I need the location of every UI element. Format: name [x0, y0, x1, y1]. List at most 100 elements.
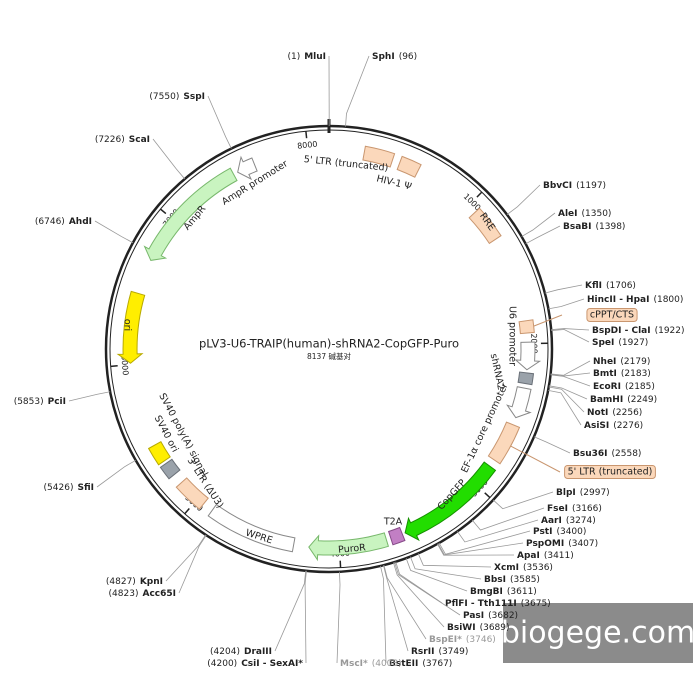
site-leader	[548, 386, 585, 413]
site-position: (3400)	[556, 527, 586, 537]
site-position: (3274)	[566, 516, 596, 526]
site-label: (4204) DraIII	[210, 647, 272, 657]
site-position: (4200)	[207, 659, 237, 669]
site-label: EcoRI (2185)	[593, 382, 655, 392]
site-label: BstEII (3767)	[389, 659, 452, 669]
site-leader	[165, 534, 207, 582]
site-name: BmtI	[593, 369, 617, 379]
site-leader	[548, 298, 585, 310]
site-leader	[506, 184, 541, 215]
site-position: (1706)	[606, 281, 636, 291]
site-name: BspDI - ClaI	[592, 326, 651, 336]
site-position: (7550)	[149, 92, 179, 102]
site-label: BbvCI (1197)	[543, 181, 606, 191]
site-name: SspI	[183, 92, 205, 102]
site-position: (1800)	[653, 295, 683, 305]
site-label: RsrII (3749)	[411, 647, 468, 657]
feature-shape	[404, 461, 497, 542]
site-position: (1350)	[582, 209, 612, 219]
site-label: (1) MluI	[287, 52, 326, 62]
feature-box	[586, 308, 638, 322]
site-leader	[405, 558, 468, 592]
site-name: AleI	[558, 209, 578, 219]
feature-shape	[487, 421, 521, 465]
site-label: PspOMI (3407)	[526, 539, 598, 549]
site-name: BsaBI	[563, 222, 592, 232]
watermark-bg	[503, 603, 693, 663]
site-label: PasI (3682)	[463, 611, 518, 621]
site-position: (2997)	[580, 488, 610, 498]
site-leader	[550, 360, 591, 376]
site-label: (5853) PciI	[14, 397, 66, 407]
site-label: (7226) ScaI	[95, 135, 150, 145]
site-name: NheI	[593, 357, 616, 367]
site-label: BsaBI (1398)	[563, 222, 625, 232]
site-position: (1922)	[655, 326, 685, 336]
site-position: (96)	[399, 52, 417, 62]
site-leader	[438, 530, 531, 555]
site-leader	[345, 55, 370, 127]
site-label: MscI* (4008)	[340, 659, 402, 669]
site-name: MscI*	[340, 659, 368, 669]
site-name: BbsI	[484, 575, 506, 585]
site-position: (2256)	[612, 408, 642, 418]
site-position: (3536)	[523, 563, 553, 573]
site-label: BmtI (2183)	[593, 369, 651, 379]
feature-shape	[396, 155, 422, 178]
site-label: PstI (3400)	[533, 527, 586, 537]
site-position: (2179)	[620, 357, 650, 367]
site-name: AsiSI	[584, 421, 609, 431]
site-name: BsiWI	[447, 623, 476, 633]
site-name: PspOMI	[526, 539, 564, 549]
feature-shape	[237, 155, 258, 181]
site-position: (2276)	[613, 421, 643, 431]
site-leader	[393, 562, 445, 628]
site-leader	[533, 436, 571, 454]
site-position: (6746)	[35, 217, 65, 227]
site-label: BmgBI (3611)	[470, 587, 537, 597]
site-label: BlpI (2997)	[556, 488, 610, 498]
site-leader	[395, 561, 443, 604]
feature-label: T2A	[383, 517, 403, 528]
site-label: AleI (1350)	[558, 209, 611, 219]
site-position: (4823)	[109, 589, 139, 599]
site-position: (1197)	[576, 181, 606, 191]
site-label: NotI (2256)	[587, 408, 642, 418]
site-label: (4823) Acc65I	[109, 589, 176, 599]
site-leader	[207, 95, 232, 149]
site-label: BsiWI (3689)	[447, 623, 510, 633]
site-position: (3749)	[438, 647, 468, 657]
site-name: PflFI - Tth111I	[445, 599, 517, 609]
tick-mark	[184, 507, 190, 515]
site-position: (4008)	[372, 659, 402, 669]
site-label: Bsu36I (2558)	[573, 449, 641, 459]
site-name: FseI	[547, 504, 568, 514]
site-name: AarI	[541, 516, 562, 526]
site-leader	[380, 565, 387, 664]
feature-box	[564, 465, 656, 479]
tick-mark	[110, 365, 118, 368]
feature-shape	[506, 386, 532, 419]
feature-label: 5' LTR (truncated)	[568, 467, 653, 478]
feature-shape	[175, 477, 209, 510]
site-name: HincII - HpaI	[587, 295, 649, 305]
feature-label: EF-1α core promoter	[459, 381, 510, 474]
site-name: EcoRI	[593, 382, 621, 392]
feature-label: WPRE	[244, 527, 274, 546]
site-label: PflFI - Tth111I (3675)	[445, 599, 551, 609]
site-label: ApaI (3411)	[517, 551, 574, 561]
site-leader	[68, 391, 111, 402]
site-leader	[548, 385, 588, 400]
site-name: RsrII	[411, 647, 434, 657]
site-label: (7550) SspI	[149, 92, 205, 102]
site-leader	[152, 138, 186, 180]
site-position: (4204)	[210, 647, 240, 657]
site-label: (5426) SfiI	[44, 483, 94, 493]
site-position: (3411)	[544, 551, 574, 561]
site-leader	[383, 565, 427, 640]
feature-label: ori	[122, 319, 133, 331]
feature-label: PuroR	[338, 542, 367, 555]
site-name: ScaI	[129, 135, 150, 145]
site-name: BspEI*	[429, 635, 462, 645]
site-leader	[551, 329, 590, 343]
